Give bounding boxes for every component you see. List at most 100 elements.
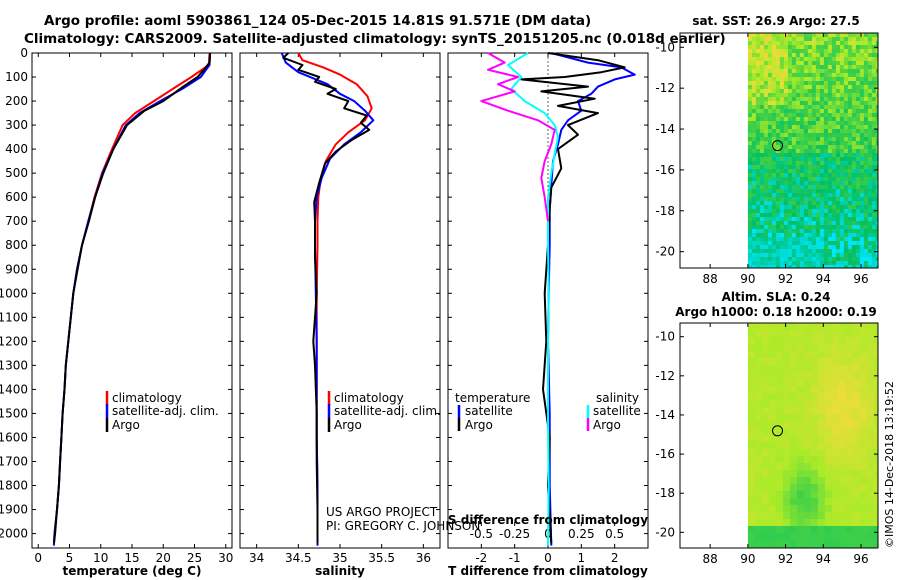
map-cell: [796, 435, 805, 443]
map-cell: [863, 253, 869, 258]
map-cell: [787, 141, 793, 146]
map-cell: [759, 225, 765, 230]
map-cell: [747, 73, 753, 78]
map-cell: [799, 149, 805, 154]
map-cell: [754, 323, 763, 331]
map-cell: [866, 386, 875, 394]
map-cell: [763, 201, 769, 206]
map-cell: [751, 105, 757, 110]
map-cell: [810, 330, 819, 338]
depth-tick-label: 1100: [0, 310, 28, 324]
map-cell: [789, 351, 798, 359]
map-cell: [807, 37, 813, 42]
map-cell: [838, 470, 847, 478]
map-cell: [751, 237, 757, 242]
map-cell: [807, 169, 813, 174]
map-cell: [838, 372, 847, 380]
map-cell: [847, 153, 853, 158]
map-cell: [807, 157, 813, 162]
map-cell: [747, 533, 756, 541]
map-cell: [866, 414, 875, 422]
map-cell: [827, 149, 833, 154]
map-cell: [827, 93, 833, 98]
map-cell: [761, 491, 770, 499]
map-cell: [855, 93, 861, 98]
map-cell: [859, 221, 865, 226]
map-cell: [867, 121, 873, 126]
map-cell: [845, 400, 854, 408]
map-cell: [787, 193, 793, 198]
map-cell: [831, 205, 837, 210]
map-cell: [851, 169, 857, 174]
map-cell: [863, 85, 869, 90]
map-cell: [843, 209, 849, 214]
map-cell: [823, 125, 829, 130]
map-cell: [761, 386, 770, 394]
map-cell: [791, 201, 797, 206]
map-cell: [796, 505, 805, 513]
map-cell: [807, 101, 813, 106]
map-cell: [807, 113, 813, 118]
map-cell: [771, 105, 777, 110]
map-cell: [843, 169, 849, 174]
map-cell: [838, 421, 847, 429]
map-cell: [831, 41, 837, 46]
map-cell: [747, 498, 756, 506]
series-line-climatology: [297, 52, 373, 546]
map-cell: [863, 33, 869, 38]
map-cell: [799, 65, 805, 70]
map-cell: [803, 241, 809, 246]
map-cell: [827, 141, 833, 146]
map-cell: [835, 165, 841, 170]
map-cell: [815, 189, 821, 194]
map-cell: [787, 125, 793, 130]
map-cell: [871, 205, 877, 210]
map-cell: [811, 137, 817, 142]
map-cell: [867, 177, 873, 182]
map-cell: [779, 65, 785, 70]
map-cell: [803, 93, 809, 98]
map-cell: [799, 113, 805, 118]
map-cell: [859, 77, 865, 82]
map-cell: [859, 205, 865, 210]
map-cell: [803, 498, 812, 506]
map-cell: [831, 165, 837, 170]
map-cell: [791, 153, 797, 158]
map-cell: [823, 185, 829, 190]
map-cell: [775, 400, 784, 408]
map-cell: [839, 133, 845, 138]
map-cell: [823, 145, 829, 150]
map-cell: [851, 241, 857, 246]
map-cell: [867, 65, 873, 70]
map-cell: [859, 73, 865, 78]
map-cell: [823, 265, 829, 269]
map-cell: [838, 435, 847, 443]
map-cell: [791, 89, 797, 94]
map-cell: [866, 337, 875, 345]
map-cell: [771, 37, 777, 42]
depth-tick-label: 100: [5, 70, 28, 84]
map-cell: [796, 400, 805, 408]
map-cell: [751, 177, 757, 182]
map-cell: [819, 53, 825, 58]
map-y-tick-label: -14: [655, 122, 675, 136]
map-cell: [755, 169, 761, 174]
map-cell: [795, 253, 801, 258]
map-cell: [824, 323, 833, 331]
map-cell: [859, 201, 865, 206]
map-cell: [803, 105, 809, 110]
map-cell: [866, 477, 875, 485]
map-cell: [867, 233, 873, 238]
map-cell: [871, 81, 877, 86]
map-cell: [827, 181, 833, 186]
map-cell: [859, 477, 868, 485]
map-cell: [866, 407, 875, 415]
map-cell: [819, 153, 825, 158]
map-cell: [817, 337, 826, 345]
map-cell: [767, 173, 773, 178]
map-cell: [819, 33, 825, 38]
map-cell: [811, 129, 817, 134]
map-cell: [787, 257, 793, 262]
map-cell: [779, 133, 785, 138]
map-cell: [847, 141, 853, 146]
